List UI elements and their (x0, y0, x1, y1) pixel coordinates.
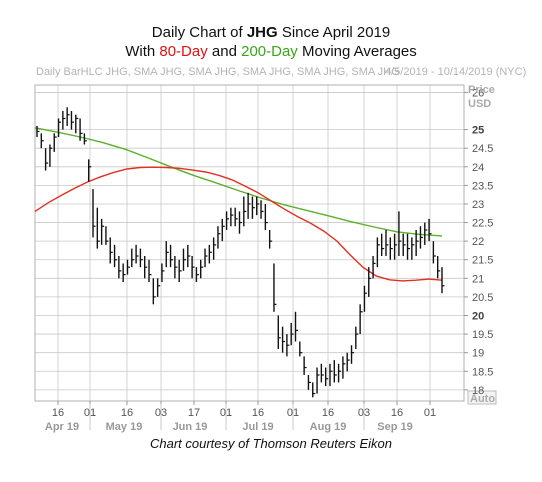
x-month-label: Jul 19 (242, 421, 273, 433)
x-day-label: 16 (52, 407, 64, 419)
title-prefix: Daily Chart of (151, 24, 247, 41)
y-tick-label: 18.5 (472, 366, 493, 378)
y-tick-label: 22.5 (472, 218, 493, 230)
axis-labels: 26 25 24.5 24 23.5 23 22.5 22 21.5 21 20.5 20 19.5 19… (45, 84, 495, 433)
y-tick-label: 18 (472, 385, 484, 397)
y-axis-title: USD (468, 98, 491, 110)
ma200-line (34, 127, 443, 237)
x-day-label: 01 (287, 407, 299, 419)
series-legend-text: Daily BarHLC JHG, SMA JHG, SMA JHG, SMA … (36, 66, 400, 78)
x-month-label: Aug 19 (310, 421, 347, 433)
x-month-label: May 19 (106, 421, 143, 433)
y-tick-label: 20 (472, 310, 484, 322)
x-day-label: 16 (391, 407, 403, 419)
chart-title-line2: With 80-Day and 200-Day Moving Averages (0, 43, 542, 61)
chart-title-line1: Daily Chart of JHG Since April 2019 (0, 24, 542, 42)
x-day-label: 16 (322, 407, 334, 419)
auto-scale-label: Auto (470, 393, 495, 405)
ticker-symbol: JHG (246, 24, 278, 41)
subtitle-prefix: With (125, 43, 160, 60)
ma200-line-group (34, 127, 443, 237)
y-tick-label: 22 (472, 236, 484, 248)
y-tick-label: 23.5 (472, 180, 493, 192)
y-tick-label: 19.5 (472, 329, 493, 341)
chart-grid (35, 85, 464, 401)
x-day-label: 03 (155, 407, 167, 419)
plot-frame (34, 84, 465, 402)
ma80-line (34, 166, 443, 282)
ma80-line-group (34, 166, 443, 282)
y-tick-label: 20.5 (472, 292, 493, 304)
x-day-label: 03 (358, 407, 370, 419)
y-tick-label: 21 (472, 273, 484, 285)
price-bars (36, 107, 445, 398)
x-month-label: Apr 19 (45, 421, 79, 433)
x-day-label: 01 (424, 407, 436, 419)
y-axis-title: Price (468, 84, 495, 96)
x-month-label: Jun 19 (173, 421, 208, 433)
ma80-legend-label: 80-Day (159, 43, 208, 60)
title-suffix: Since April 2019 (277, 24, 391, 41)
y-tick-label: 26 (472, 87, 484, 99)
chart-credit: Chart courtesy of Thomson Reuters Eikon (149, 436, 393, 451)
date-range-text: 4/5/2019 - 10/14/2019 (NYC) (385, 66, 527, 78)
chart-axes (34, 84, 497, 430)
ma200-legend-label: 200-Day (241, 43, 298, 60)
y-tick-label: 19 (472, 348, 484, 360)
y-tick-label: 24.5 (472, 143, 493, 155)
x-day-label: 16 (121, 407, 133, 419)
auto-scale-button (467, 390, 497, 405)
y-tick-label: 25 (472, 125, 484, 137)
x-day-label: 01 (220, 407, 232, 419)
x-day-label: 17 (188, 407, 200, 419)
x-month-label: Sep 19 (377, 421, 412, 433)
y-tick-label: 21.5 (472, 255, 493, 267)
y-tick-label: 23 (472, 199, 484, 211)
subtitle-middle: and (207, 43, 242, 60)
y-tick-label: 24 (472, 162, 484, 174)
x-day-label: 16 (252, 407, 264, 419)
x-day-label: 01 (84, 407, 96, 419)
subtitle-suffix: Moving Averages (297, 43, 417, 60)
